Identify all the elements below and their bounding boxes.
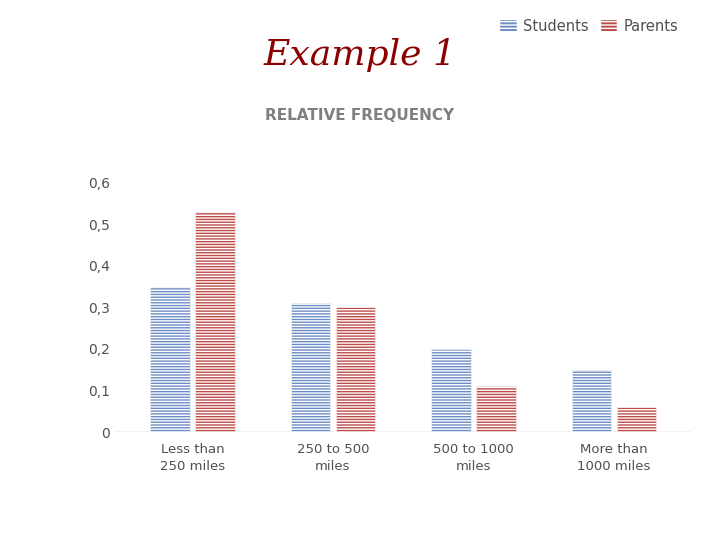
Bar [150,287,189,432]
Bar [476,386,516,432]
Bar [431,349,471,432]
Text: Data Presentation: Data Presentation [14,514,157,528]
Bar [336,307,375,432]
Bar [195,212,235,432]
Text: RELATIVE FREQUENCY: RELATIVE FREQUENCY [266,108,454,123]
Text: Example 1: Example 1 [264,38,456,72]
Bar [572,370,611,432]
Bar [291,303,330,432]
Legend: Students, Parents: Students, Parents [493,13,684,39]
Bar [617,407,656,432]
